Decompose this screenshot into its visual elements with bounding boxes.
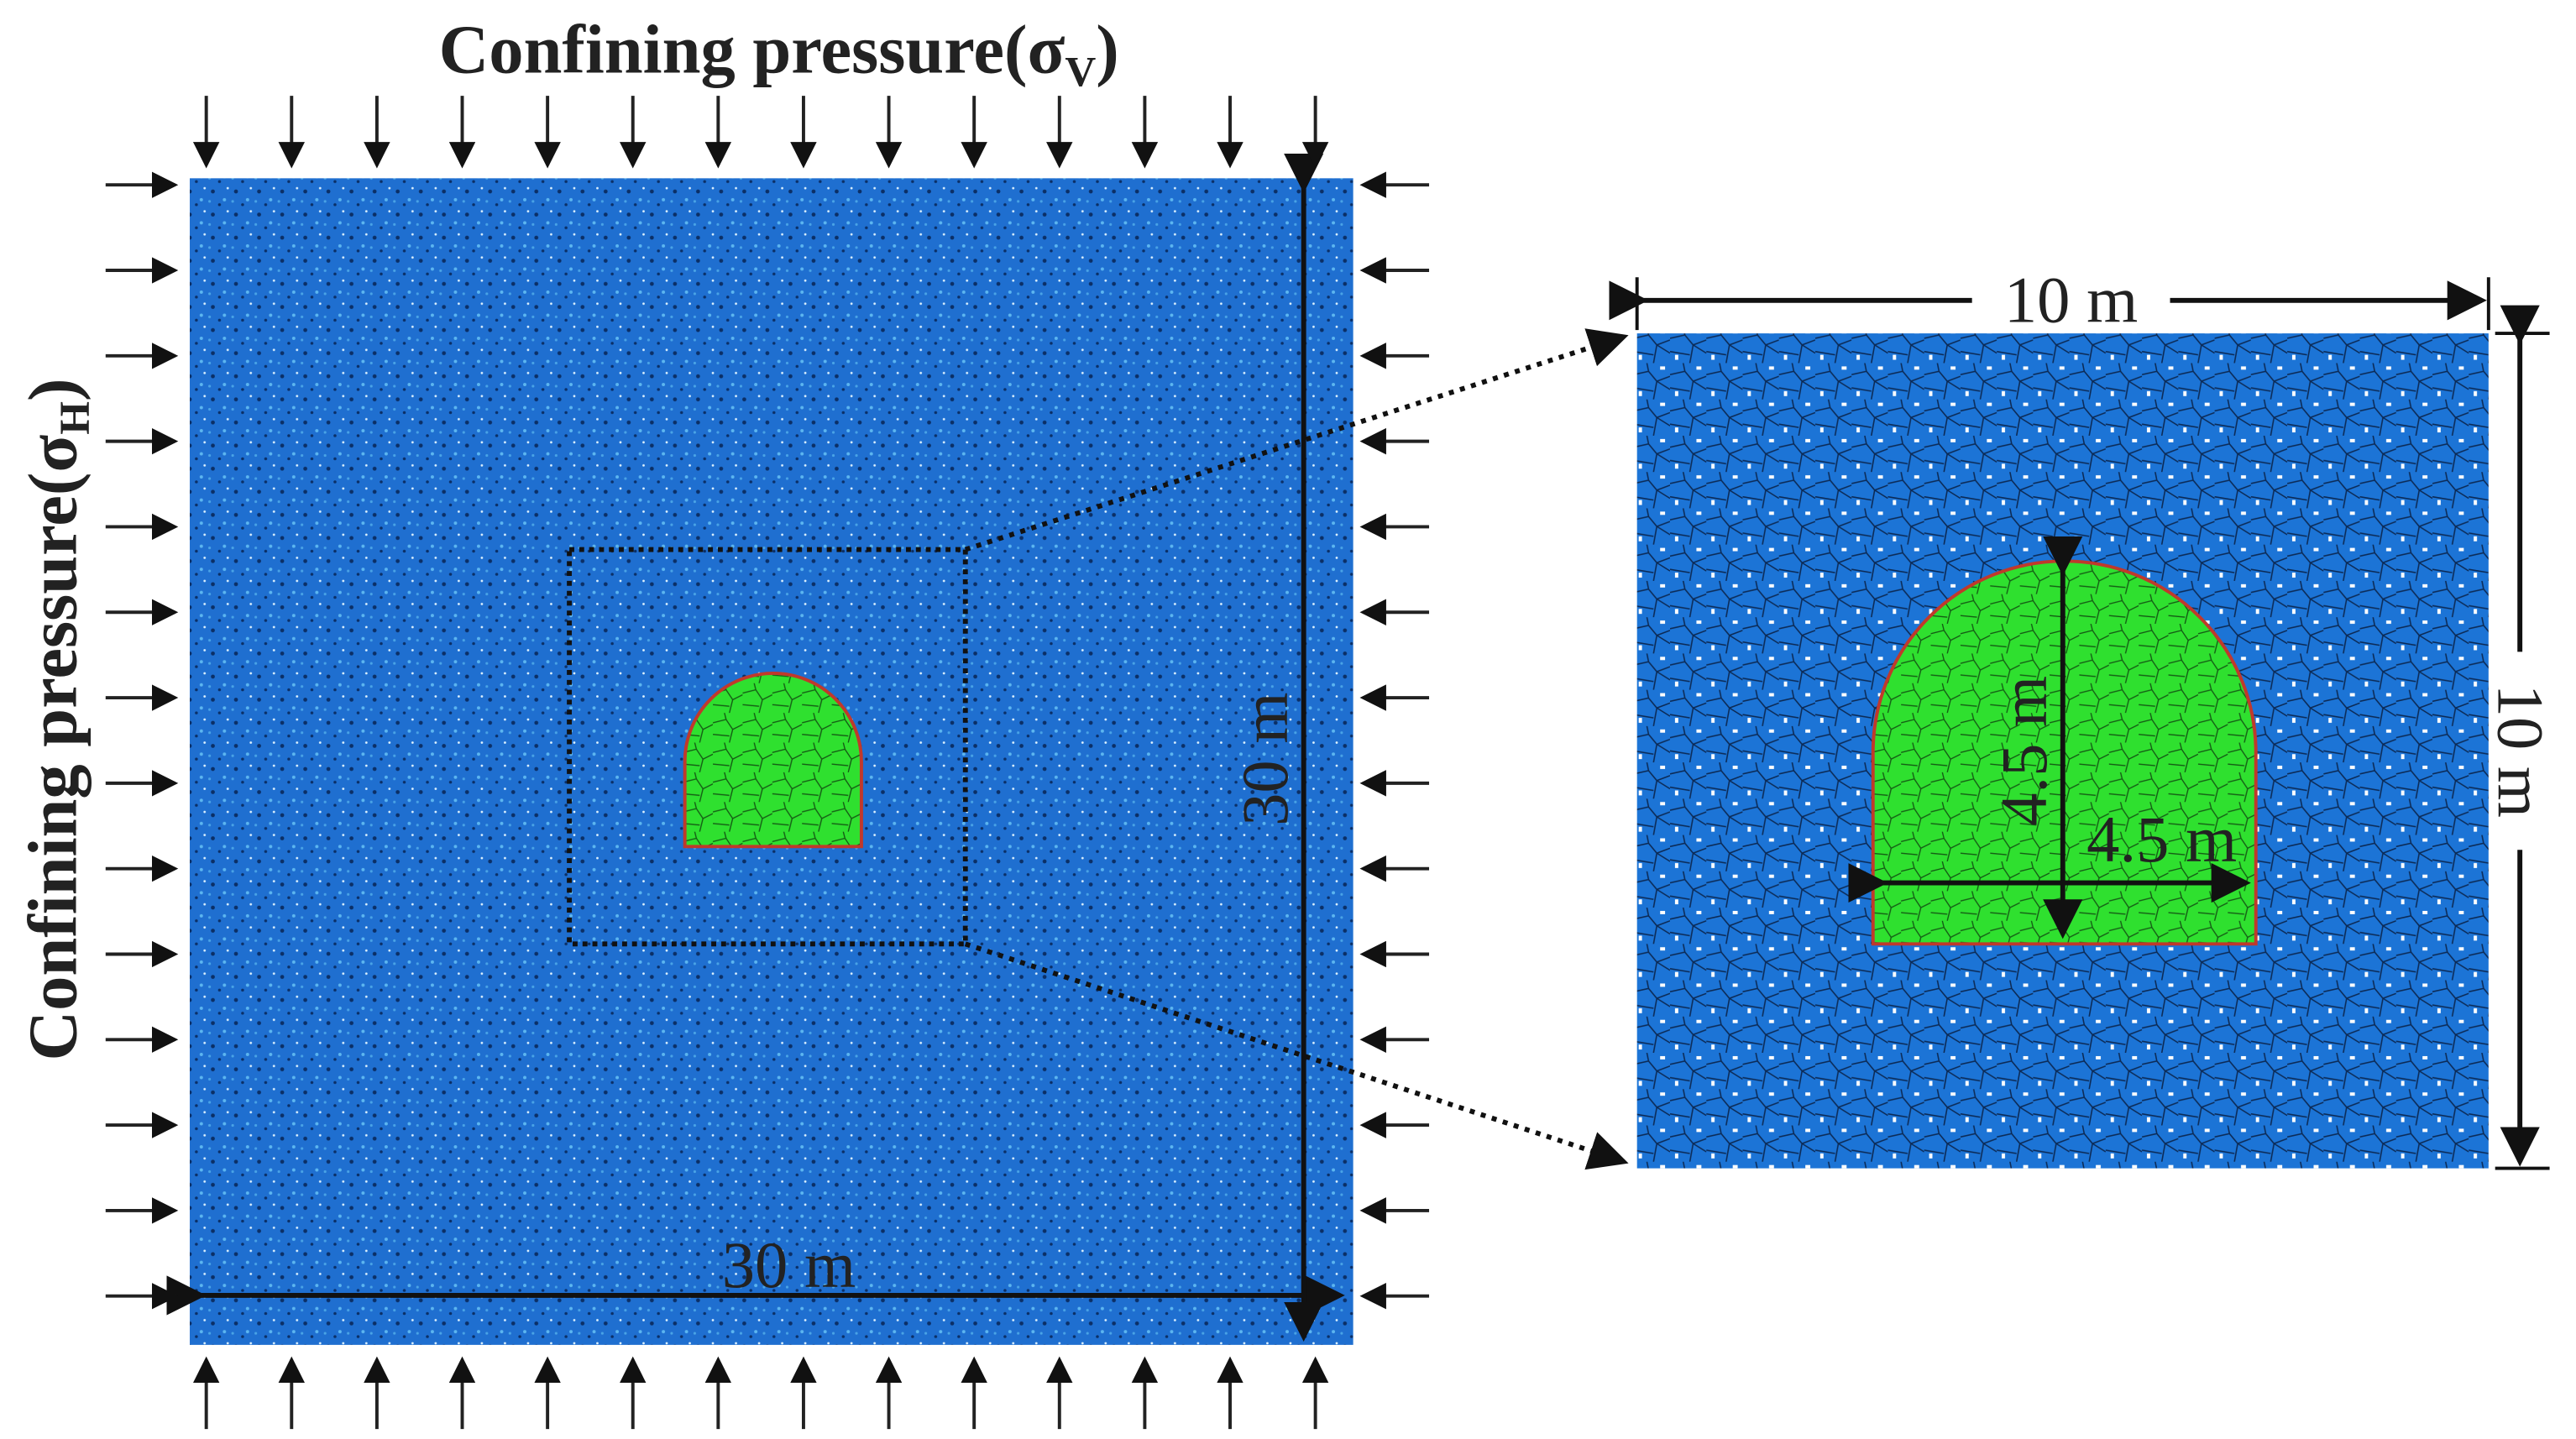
dimension-label: 4.5 m [2086, 803, 2237, 876]
zoom-box [567, 547, 968, 947]
label-subscript: V [1065, 48, 1096, 96]
dimension-label: 10 m [2004, 264, 2138, 337]
label-close: ) [13, 379, 91, 401]
label-close: ) [1096, 11, 1118, 88]
label-subscript: H [51, 401, 99, 435]
dimension-label: 30 m [722, 1229, 856, 1302]
label-text: Confining pressure(σ [13, 435, 91, 1061]
load-arrows [105, 96, 1430, 1430]
label-text: Confining pressure(σ [439, 11, 1065, 88]
dimension-label: 30 m [1229, 692, 1302, 825]
horizontal-pressure-label: Confining pressure(σH) [13, 379, 99, 1061]
dimension-label: 10 m [2484, 684, 2557, 818]
tunnel [683, 672, 863, 849]
dimension-label: 4.5 m [1988, 676, 2061, 826]
vertical-pressure-label: Confining pressure(σV) [439, 11, 1119, 97]
